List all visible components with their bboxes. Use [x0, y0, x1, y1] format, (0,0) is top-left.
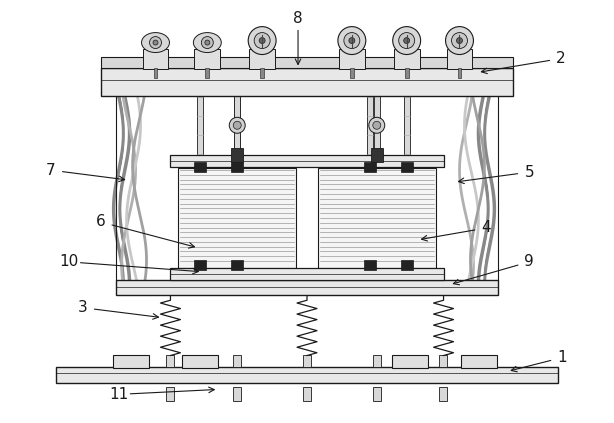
- Circle shape: [393, 27, 421, 55]
- Bar: [374, 95, 380, 160]
- Bar: [166, 387, 174, 401]
- Circle shape: [349, 38, 355, 44]
- Bar: [392, 354, 427, 368]
- Bar: [195, 260, 206, 270]
- Text: 1: 1: [558, 350, 567, 365]
- Bar: [401, 260, 413, 270]
- Bar: [233, 387, 241, 401]
- Bar: [234, 95, 240, 280]
- Text: 6: 6: [96, 214, 106, 229]
- Circle shape: [248, 27, 276, 55]
- Circle shape: [373, 121, 381, 129]
- Circle shape: [369, 117, 385, 133]
- Bar: [438, 354, 446, 368]
- Bar: [260, 69, 264, 78]
- Text: 3: 3: [78, 300, 88, 315]
- Bar: [182, 354, 219, 368]
- Bar: [101, 57, 513, 69]
- Bar: [403, 95, 410, 280]
- Circle shape: [153, 40, 158, 45]
- Circle shape: [446, 27, 473, 55]
- Bar: [195, 49, 220, 69]
- Circle shape: [233, 121, 241, 129]
- Circle shape: [205, 40, 210, 45]
- Bar: [462, 354, 497, 368]
- Bar: [367, 95, 373, 280]
- Bar: [101, 69, 513, 96]
- Text: 11: 11: [109, 387, 128, 402]
- Bar: [171, 155, 443, 167]
- Text: 5: 5: [524, 165, 534, 180]
- Circle shape: [229, 117, 245, 133]
- Bar: [231, 260, 243, 270]
- Bar: [197, 95, 203, 280]
- Text: 10: 10: [59, 254, 79, 269]
- Bar: [446, 49, 472, 69]
- Bar: [373, 387, 381, 401]
- Bar: [154, 69, 158, 78]
- Bar: [171, 268, 443, 280]
- Bar: [195, 162, 206, 172]
- Bar: [457, 69, 462, 78]
- Bar: [438, 387, 446, 401]
- Circle shape: [456, 38, 462, 44]
- Bar: [364, 260, 376, 270]
- Circle shape: [398, 33, 414, 49]
- Bar: [401, 162, 413, 172]
- Circle shape: [254, 33, 270, 49]
- Ellipse shape: [193, 33, 221, 52]
- Circle shape: [403, 38, 410, 44]
- Bar: [249, 49, 275, 69]
- Bar: [339, 49, 365, 69]
- Bar: [231, 148, 243, 162]
- Bar: [112, 354, 149, 368]
- Bar: [166, 354, 174, 368]
- Bar: [205, 69, 209, 78]
- Text: 2: 2: [556, 51, 566, 66]
- Text: 9: 9: [524, 254, 534, 269]
- Ellipse shape: [142, 33, 169, 52]
- Bar: [303, 354, 311, 368]
- Text: 8: 8: [293, 11, 303, 26]
- Circle shape: [150, 36, 161, 49]
- Bar: [394, 49, 419, 69]
- Bar: [234, 95, 240, 160]
- Text: 4: 4: [481, 220, 491, 236]
- Bar: [231, 162, 243, 172]
- Bar: [371, 148, 383, 162]
- Bar: [405, 69, 409, 78]
- Text: 7: 7: [46, 162, 56, 178]
- Bar: [350, 69, 354, 78]
- Bar: [373, 354, 381, 368]
- Circle shape: [344, 33, 360, 49]
- Bar: [303, 387, 311, 401]
- Circle shape: [259, 38, 265, 44]
- Circle shape: [201, 36, 213, 49]
- Bar: [179, 168, 296, 268]
- Bar: [56, 368, 558, 383]
- Circle shape: [451, 33, 467, 49]
- Bar: [115, 280, 499, 295]
- Bar: [233, 354, 241, 368]
- Bar: [318, 168, 435, 268]
- Circle shape: [338, 27, 366, 55]
- Bar: [364, 162, 376, 172]
- Bar: [142, 49, 168, 69]
